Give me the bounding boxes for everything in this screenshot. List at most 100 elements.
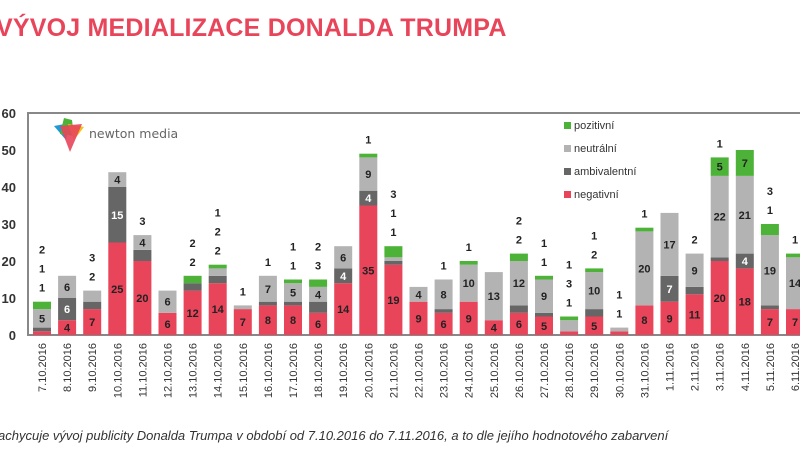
bar-segment-ambivalentní xyxy=(585,309,604,317)
data-label: 20 xyxy=(136,293,148,305)
data-label: 2 xyxy=(591,249,597,261)
data-label: 7 xyxy=(742,158,748,170)
data-label: 5 xyxy=(290,287,296,299)
x-tick-label: 28.10.2016 xyxy=(564,343,576,398)
data-label: 20 xyxy=(714,293,726,305)
bar-segment-neutrální xyxy=(233,305,252,310)
data-label: 25 xyxy=(111,284,123,296)
data-label: 9 xyxy=(415,313,421,325)
data-label: 1 xyxy=(717,138,723,150)
x-tick-label: 17.10.2016 xyxy=(288,343,300,398)
bar-group: 4 13 25.10.2016 xyxy=(484,272,503,398)
bar-segment-pozitivní xyxy=(183,275,202,284)
data-label: 2 xyxy=(215,246,221,258)
data-label: 6 xyxy=(164,319,170,331)
data-label: 9 xyxy=(541,291,547,303)
bar-segment-negativní xyxy=(685,294,704,335)
x-tick-label: 4.11.2016 xyxy=(740,343,752,391)
x-tick-label: 5.11.2016 xyxy=(765,343,777,391)
bar-segment-pozitivní xyxy=(309,279,328,287)
data-label: 15 xyxy=(111,210,123,222)
data-label: 35 xyxy=(362,265,374,277)
bar-group: 18 4 21 7 4.11.2016 xyxy=(735,150,754,391)
bar-segment-negativní xyxy=(158,312,177,335)
bar-group: 6 12 2 2 26.10.2016 xyxy=(509,216,528,398)
bar-segment-neutrální xyxy=(359,157,378,191)
legend-label-ambivalentní: ambivalentní xyxy=(574,166,636,178)
data-label: 20 xyxy=(638,263,650,275)
data-label: 1 xyxy=(566,260,572,272)
data-label: 2 xyxy=(39,245,45,257)
bar-group: 9 10 1 24.10.2016 xyxy=(459,242,478,398)
bar-segment-pozitivní xyxy=(560,316,579,321)
bar-segment-neutrální xyxy=(459,264,478,302)
data-label: 3 xyxy=(566,279,572,291)
bar-segment-ambivalentní xyxy=(660,275,679,302)
bar-group: 4 6 6 8.10.2016 xyxy=(58,275,77,392)
bar-segment-negativní xyxy=(183,290,202,335)
data-label: 6 xyxy=(64,304,70,316)
data-label: 4 xyxy=(415,289,422,301)
data-label: 1 xyxy=(39,283,45,295)
bar-group: 14 4 6 19.10.2016 xyxy=(334,246,353,398)
bar-segment-neutrální xyxy=(509,261,528,306)
bar-segment-ambivalentní xyxy=(108,187,127,243)
data-label: 5 xyxy=(541,321,547,333)
data-label: 1 xyxy=(641,209,647,221)
bar-group: 7 14 1 6.11.2016 xyxy=(786,235,800,391)
data-label: 1 xyxy=(215,208,221,220)
data-label: 1 xyxy=(466,242,472,254)
chart-title: VÝVOJ MEDIALIZACE DONALDA TRUMPA xyxy=(0,14,507,42)
data-label: 9 xyxy=(692,265,698,277)
data-label: 4 xyxy=(64,323,71,335)
data-label: 9 xyxy=(466,313,472,325)
bar-segment-neutrální xyxy=(610,327,629,332)
bar-segment-ambivalentní xyxy=(384,261,403,265)
x-tick-label: 18.10.2016 xyxy=(313,343,325,398)
bar-group: 5 1 1 2 7.10.2016 xyxy=(33,245,51,392)
bar-segment-pozitivní xyxy=(359,153,378,158)
data-label: 7 xyxy=(666,284,672,296)
bar-segment-pozitivní xyxy=(459,261,478,265)
bar-segment-pozitivní xyxy=(786,253,800,258)
bar-segment-negativní xyxy=(760,309,779,335)
x-tick-label: 2.11.2016 xyxy=(690,343,702,391)
data-label: 2 xyxy=(89,272,95,284)
x-tick-label: 10.10.2016 xyxy=(112,343,124,398)
bar-segment-negativní xyxy=(535,316,553,335)
bar-group: 1 3 1 28.10.2016 xyxy=(560,260,579,398)
x-tick-label: 20.10.2016 xyxy=(363,343,375,398)
bar-segment-ambivalentní xyxy=(434,309,453,313)
data-label: 8 xyxy=(441,289,447,301)
bar-segment-neutrální xyxy=(208,268,227,276)
x-tick-label: 26.10.2016 xyxy=(514,343,526,398)
bar-segment-negativní xyxy=(359,205,378,335)
bar-segment-pozitivní xyxy=(760,224,779,236)
data-label: 1 xyxy=(591,230,597,242)
bar-segment-negativní xyxy=(660,301,679,335)
bar-segment-negativní xyxy=(459,301,478,335)
data-label: 1 xyxy=(39,264,45,276)
bar-segment-negativní xyxy=(33,331,51,335)
x-tick-label: 9.10.2016 xyxy=(87,343,99,392)
x-tick-label: 22.10.2016 xyxy=(414,343,426,398)
data-label: 1 xyxy=(390,227,396,239)
bar-segment-negativní xyxy=(258,305,277,335)
bar-segment-ambivalentní xyxy=(208,275,227,284)
bar-group: 1 1 30.10.2016 xyxy=(610,290,629,398)
data-label: 2 xyxy=(215,227,221,239)
legend-swatch xyxy=(564,191,571,198)
x-tick-label: 27.10.2016 xyxy=(539,343,551,398)
bar-segment-pozitivní xyxy=(284,279,302,284)
x-tick-label: 16.10.2016 xyxy=(263,343,275,398)
data-label: 3 xyxy=(139,216,145,228)
x-tick-label: 15.10.2016 xyxy=(238,343,250,398)
data-label: 9 xyxy=(666,313,672,325)
data-label: 14 xyxy=(789,278,800,290)
logo-shape xyxy=(60,124,82,152)
bar-segment-pozitivní xyxy=(735,150,754,176)
bar-segment-neutrální xyxy=(735,175,754,254)
bar-segment-neutrální xyxy=(33,309,51,328)
bar-segment-neutrální xyxy=(83,290,102,302)
